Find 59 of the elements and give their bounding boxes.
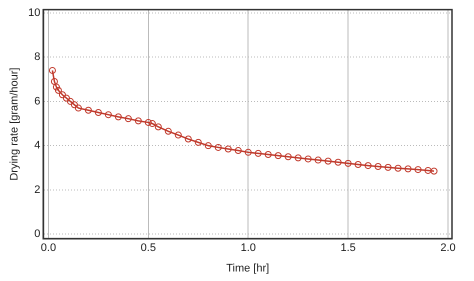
point — [184, 136, 192, 143]
point — [294, 154, 302, 162]
point — [314, 156, 322, 164]
point — [404, 165, 412, 172]
y-tick-label: 8 — [34, 51, 40, 64]
point — [364, 162, 372, 170]
point — [244, 148, 252, 156]
x-tick-label: 0.0 — [40, 242, 56, 254]
point — [52, 84, 60, 91]
point — [264, 151, 272, 158]
x-tick-label: 1.0 — [240, 242, 256, 254]
point — [214, 144, 222, 151]
point — [114, 113, 122, 120]
point — [354, 160, 362, 168]
point — [254, 150, 262, 157]
point — [148, 120, 156, 128]
point — [304, 155, 312, 162]
point — [414, 166, 422, 174]
y-tick-label: 10 — [28, 6, 40, 19]
point — [274, 152, 282, 160]
point — [194, 138, 202, 146]
y-axis-title: Drying rate [gram/hour] — [8, 68, 21, 181]
y-tick-label: 6 — [34, 95, 40, 108]
point — [94, 108, 102, 116]
point — [374, 162, 382, 170]
point — [164, 128, 172, 135]
y-tick-label: 0 — [34, 228, 40, 240]
point — [58, 91, 66, 98]
point — [84, 106, 92, 114]
point — [144, 118, 152, 126]
point — [124, 115, 132, 122]
point — [134, 117, 142, 124]
x-tick-label: 2.0 — [440, 242, 456, 254]
point — [424, 166, 432, 174]
point — [62, 94, 70, 102]
point — [394, 164, 402, 172]
point — [70, 101, 78, 108]
point — [50, 78, 58, 86]
y-tick-label: 4 — [34, 140, 40, 152]
y-tick-label: 2 — [34, 184, 40, 196]
point — [204, 142, 212, 150]
point — [66, 98, 74, 105]
point — [344, 160, 352, 167]
point — [430, 168, 438, 175]
point — [324, 158, 332, 165]
point — [48, 66, 56, 74]
point — [74, 104, 82, 112]
point — [234, 147, 242, 154]
point — [224, 145, 232, 152]
x-axis-title: Time [hr] — [226, 262, 270, 274]
point — [334, 158, 342, 166]
x-tick-label: 0.5 — [140, 242, 156, 254]
point — [284, 153, 292, 160]
point — [104, 111, 112, 118]
point — [174, 132, 182, 139]
x-tick-label: 1.5 — [340, 242, 356, 254]
point — [154, 123, 162, 130]
point — [384, 164, 392, 171]
point — [54, 86, 62, 94]
